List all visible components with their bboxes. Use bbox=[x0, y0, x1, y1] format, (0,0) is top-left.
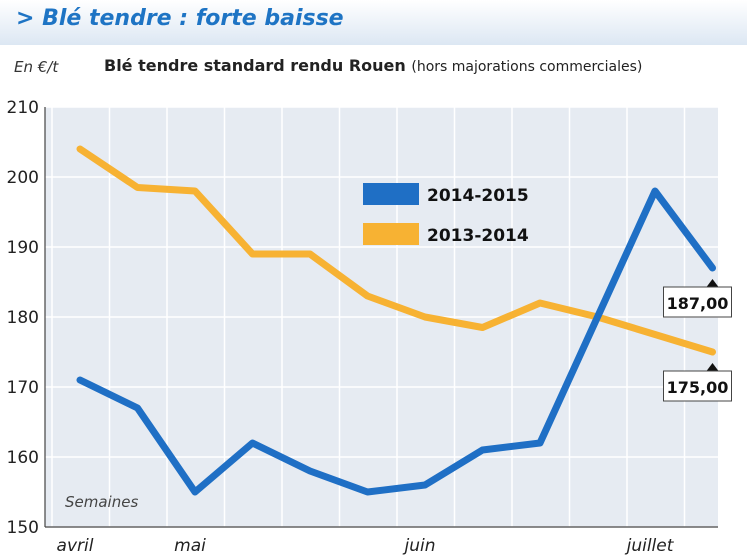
y-tick-label: 170 bbox=[7, 378, 39, 398]
unit-label: En €/t bbox=[14, 58, 59, 76]
callout-pointer bbox=[706, 363, 719, 371]
chart-subtitle: Blé tendre standard rendu Rouen (hors ma… bbox=[104, 56, 642, 75]
subtitle-main: Blé tendre standard rendu Rouen bbox=[104, 56, 406, 75]
callout-pointer bbox=[706, 279, 719, 287]
callout-box bbox=[663, 286, 732, 318]
y-tick-label: 150 bbox=[7, 518, 39, 538]
y-tick-label: 160 bbox=[7, 448, 39, 468]
x-tick-label: juillet bbox=[625, 536, 675, 556]
end-value-label: 175,00 bbox=[667, 378, 729, 397]
y-tick-label: 190 bbox=[7, 238, 39, 258]
series-line-2014-2015 bbox=[76, 187, 716, 496]
y-tick-label: 180 bbox=[7, 308, 39, 328]
title-bar: > Blé tendre : forte baisse bbox=[0, 0, 747, 45]
legend-swatch bbox=[363, 223, 419, 245]
y-tick-label: 200 bbox=[7, 168, 39, 188]
x-axis-caption: Semaines bbox=[65, 493, 138, 511]
series-line-2013-2014 bbox=[76, 145, 716, 356]
page-title: > Blé tendre : forte baisse bbox=[16, 6, 344, 31]
x-tick-label: avril bbox=[57, 536, 94, 556]
x-tick-label: juin bbox=[403, 536, 436, 556]
callout-box bbox=[663, 370, 732, 402]
y-tick-label: 210 bbox=[7, 98, 39, 118]
legend-swatch bbox=[363, 183, 419, 205]
legend-label: 2014-2015 bbox=[427, 186, 529, 206]
subtitle-note: (hors majorations commerciales) bbox=[411, 59, 643, 75]
legend-label: 2013-2014 bbox=[427, 226, 529, 246]
x-tick-label: mai bbox=[174, 536, 206, 556]
end-value-label: 187,00 bbox=[667, 294, 729, 313]
